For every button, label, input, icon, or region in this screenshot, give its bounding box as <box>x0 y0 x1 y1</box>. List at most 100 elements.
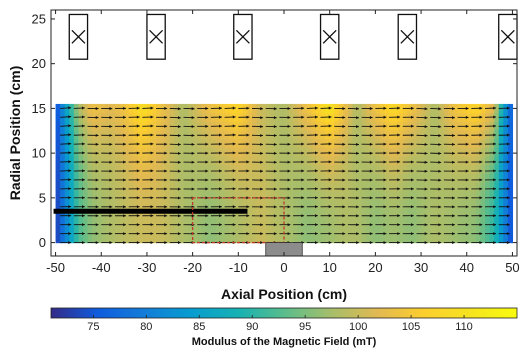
heatmap-cell <box>256 181 262 192</box>
field-vector-head <box>123 169 126 173</box>
heatmap-cell <box>425 233 431 244</box>
heatmap-cell <box>366 190 372 200</box>
field-vector-head <box>246 169 250 173</box>
heatmap-cell <box>288 190 294 200</box>
heatmap-cell <box>320 147 326 157</box>
heatmap-cell <box>430 129 436 140</box>
heatmap-cell <box>247 129 253 140</box>
heatmap-cell <box>485 173 491 183</box>
heatmap-cell <box>325 207 331 218</box>
heatmap-cell <box>146 138 153 148</box>
heatmap-cell <box>201 199 207 209</box>
heatmap-cell <box>160 199 166 209</box>
field-vector-head <box>219 232 222 236</box>
field-vector-head <box>301 142 305 146</box>
heatmap-cell <box>453 216 459 226</box>
heatmap-cell <box>453 207 459 218</box>
heatmap-cell <box>503 233 509 244</box>
heatmap-cell <box>206 103 212 114</box>
field-vector-head <box>397 178 401 182</box>
field-vector-head <box>123 205 126 209</box>
field-vector-head <box>219 124 222 128</box>
field-vector-head <box>356 196 359 200</box>
heatmap-cell <box>507 138 514 148</box>
heatmap-cell <box>398 147 404 157</box>
heatmap-cell <box>55 181 61 192</box>
heatmap-cell <box>402 129 408 140</box>
heatmap-cell <box>78 190 84 200</box>
heatmap-cell <box>485 155 491 166</box>
heatmap-cell <box>265 190 271 200</box>
heatmap-cell <box>87 129 93 140</box>
field-vector-head <box>479 106 483 110</box>
heatmap-cell <box>320 199 326 209</box>
heatmap-cell <box>430 190 436 200</box>
heatmap-cell <box>160 147 166 157</box>
field-vector-head <box>273 107 277 111</box>
heatmap-cell <box>256 121 262 131</box>
heatmap-cell <box>165 199 171 209</box>
heatmap-cell <box>78 173 84 183</box>
heatmap-cell <box>306 138 313 148</box>
heatmap-cell <box>416 147 422 157</box>
colorbar-tick-label: 85 <box>193 321 205 333</box>
heatmap-cell <box>407 233 413 244</box>
heatmap-cell <box>119 190 125 200</box>
heatmap-cell <box>366 199 372 209</box>
heatmap-cell <box>82 173 89 183</box>
heatmap-cell <box>174 138 180 148</box>
heatmap-cell <box>293 199 299 209</box>
heatmap-cell <box>466 103 472 114</box>
field-vector-head <box>315 223 318 227</box>
field-vector-head <box>369 115 373 120</box>
heatmap-cell <box>457 199 463 209</box>
heatmap-cell <box>87 147 93 157</box>
field-vector-head <box>397 169 401 173</box>
heatmap-cell <box>338 216 344 226</box>
field-vector-head <box>82 214 85 218</box>
heatmap-cell <box>393 207 399 218</box>
field-vector-head <box>410 196 414 200</box>
field-vector-head <box>397 142 401 146</box>
heatmap-cell <box>398 233 404 244</box>
heatmap-cell <box>215 233 221 244</box>
field-vector-head <box>136 169 140 173</box>
heatmap-cell <box>370 121 376 131</box>
heatmap-cell <box>174 216 180 226</box>
heatmap-cell <box>60 181 66 192</box>
heatmap-cell <box>480 164 486 174</box>
heatmap-cell <box>503 173 509 183</box>
heatmap-cell <box>297 225 303 235</box>
heatmap-cell <box>73 173 80 183</box>
heatmap-cell <box>60 216 66 226</box>
heatmap-cell <box>434 173 440 183</box>
heatmap-cell <box>375 225 381 235</box>
heatmap-cell <box>233 121 239 131</box>
field-vector-head <box>314 151 318 155</box>
heatmap-cell <box>146 147 153 157</box>
heatmap-cell <box>110 181 116 192</box>
heatmap-cell <box>384 155 390 166</box>
field-vector-head <box>219 115 222 119</box>
field-vector-head <box>95 107 99 111</box>
heatmap-cell <box>60 138 66 148</box>
heatmap-cell <box>178 129 185 140</box>
field-vector-head <box>68 115 72 119</box>
heatmap-cell <box>439 155 445 166</box>
heatmap-cell <box>494 233 500 244</box>
heatmap-cell <box>201 190 207 200</box>
heatmap-cell <box>498 138 504 148</box>
heatmap-cell <box>315 233 322 244</box>
heatmap-cell <box>64 199 70 209</box>
heatmap-cell <box>494 129 500 140</box>
heatmap-cell <box>284 138 290 148</box>
field-vector-head <box>342 196 346 200</box>
heatmap-cell <box>101 173 107 183</box>
heatmap-cell <box>494 164 500 174</box>
heatmap-cell <box>247 147 253 157</box>
field-vector-head <box>219 241 222 245</box>
heatmap-cell <box>114 138 121 148</box>
heatmap-cell <box>252 225 258 235</box>
field-vector-head <box>95 205 99 209</box>
